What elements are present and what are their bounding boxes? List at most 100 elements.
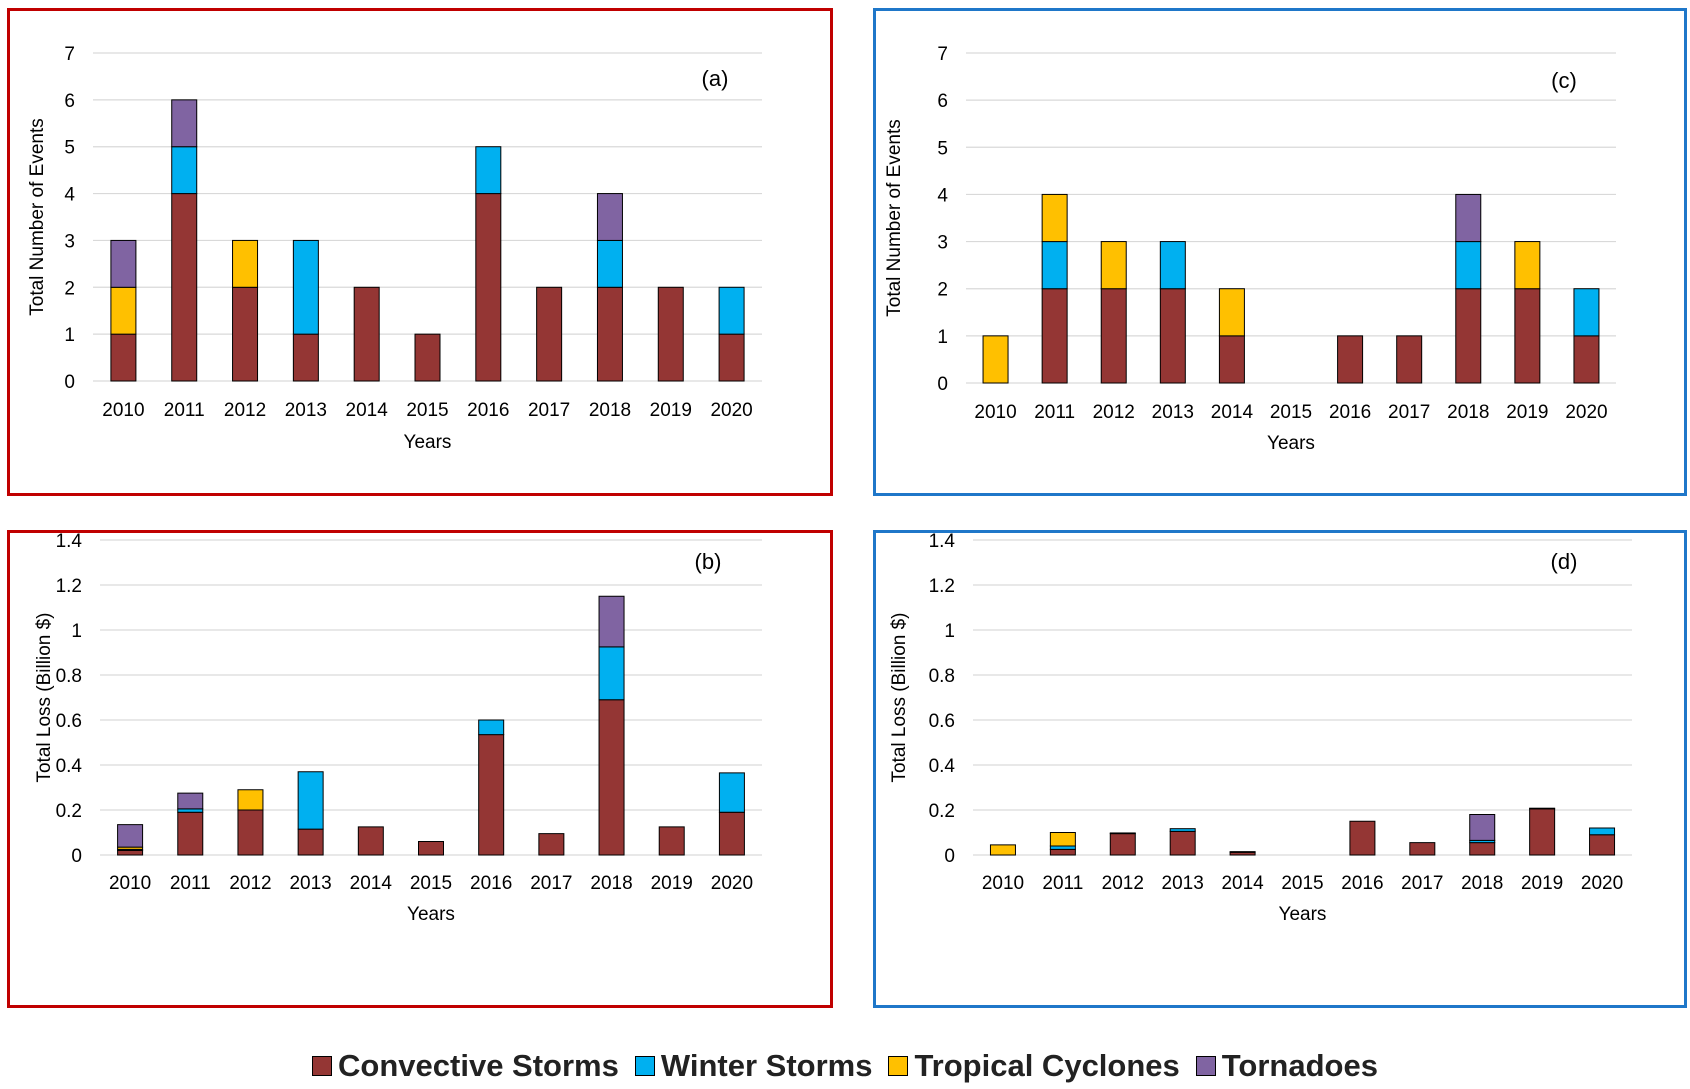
x-tick-label: 2010: [974, 402, 1016, 423]
bar-convective-2015: [414, 333, 441, 382]
x-axis-title: Years: [407, 904, 455, 925]
bar-convective-2017: [1409, 842, 1436, 856]
y-tick-label: 2: [64, 278, 75, 299]
x-tick-label: 2017: [1401, 873, 1443, 894]
legend-label: Tornadoes: [1221, 1048, 1378, 1083]
y-axis-title: Total Loss (Billion $): [889, 612, 910, 782]
y-tick-label: 1.4: [56, 533, 83, 552]
bar-winter-2020: [1589, 827, 1616, 836]
chart-panel-a: 0 1 2 3 4 5 6 7 2010 2011 2012 2013 2014 2015 2016 2017…: [7, 8, 833, 496]
x-tick-label: 2011: [1042, 873, 1083, 894]
bar-convective-2014: [357, 826, 384, 856]
x-tick-label: 2016: [1329, 402, 1371, 423]
x-tick-label: 2010: [982, 873, 1024, 894]
legend-swatch-convective: [312, 1056, 333, 1076]
bar-convective-2020: [718, 333, 745, 382]
legend-label: Convective Storms: [338, 1048, 619, 1083]
chart-d-svg: 0 0.2 0.4 0.6 0.8 1 1.2 1.4 2010 2011 2012 2013 2014…: [889, 533, 1632, 925]
x-tick-label: 2011: [164, 400, 205, 421]
x-tick-label: 2015: [1270, 402, 1312, 423]
chart-b-svg: 0 0.2 0.4 0.6 0.8 1 1.2 1.4 2010 2011 2012 2013 2014…: [34, 533, 762, 925]
legend-item-tornadoes: Tornadoes: [1195, 1048, 1378, 1084]
bar-tornado-2011: [171, 99, 198, 148]
bar-convective-2016: [1349, 820, 1376, 856]
bar-convective-2010: [117, 850, 144, 856]
x-tick-label: 2018: [590, 873, 632, 894]
bar-winter-2013: [297, 771, 324, 830]
bar-convective-2017: [1396, 335, 1423, 384]
bar-convective-2017: [538, 833, 565, 856]
bar-winter-2014: [1229, 851, 1256, 853]
y-tick-label: 0.4: [929, 756, 956, 777]
bar-convective-2020: [1589, 834, 1616, 856]
bar-tropical-2011: [1049, 832, 1076, 847]
bar-winter-2018: [598, 646, 625, 701]
bar-tropical-2019: [1514, 241, 1541, 290]
x-tick-label: 2013: [285, 400, 327, 421]
bar-tornado-2010: [110, 239, 137, 288]
bar-winter-2012: [1109, 832, 1136, 835]
bar-convective-2018: [1469, 842, 1496, 856]
x-axis-title: Years: [1279, 904, 1327, 925]
bar-winter-2019: [1529, 807, 1556, 810]
x-tick-label: 2010: [102, 400, 144, 421]
x-tick-label: 2013: [1152, 402, 1194, 423]
bar-convective-2012: [1109, 833, 1136, 856]
bar-winter-2013: [1169, 828, 1196, 832]
x-tick-label: 2020: [1565, 402, 1607, 423]
x-tick-label: 2015: [1281, 873, 1323, 894]
y-tick-label: 0.6: [929, 711, 955, 732]
y-tick-label: 1.2: [929, 576, 955, 597]
y-tick-label: 5: [64, 138, 75, 159]
bar-convective-2011: [171, 193, 198, 382]
x-tick-label: 2012: [1102, 873, 1144, 894]
bar-tropical-2010: [110, 286, 137, 335]
bar-convective-2012: [237, 809, 264, 856]
y-axis-title: Total Number of Events: [27, 118, 48, 315]
bar-convective-2018: [596, 286, 623, 382]
bar-convective-2011: [1049, 848, 1076, 856]
y-axis-title: Total Number of Events: [884, 119, 905, 316]
x-tick-label: 2016: [467, 400, 509, 421]
bar-tornado-2018: [1455, 193, 1482, 243]
bar-winter-2016: [478, 719, 505, 736]
bar-convective-2014: [353, 286, 380, 382]
bar-tropical-2014: [1218, 288, 1245, 337]
x-axis-title: Years: [404, 432, 452, 453]
x-tick-label: 2020: [1581, 873, 1623, 894]
y-tick-label: 0: [71, 846, 82, 867]
bar-convective-2019: [657, 286, 684, 382]
bar-winter-2013: [292, 239, 319, 335]
x-tick-label: 2013: [289, 873, 331, 894]
bar-convective-2011: [177, 811, 204, 856]
x-tick-label: 2014: [346, 400, 389, 421]
legend-item-convective-storms: Convective Storms: [312, 1048, 619, 1084]
bar-convective-2017: [536, 286, 563, 382]
y-tick-label: 0.2: [56, 801, 82, 822]
x-tick-label: 2020: [711, 873, 753, 894]
chart-panel-c: 0 1 2 3 4 5 6 7 2010 2011 2012 2013 2014 2015 2016 2017…: [873, 8, 1687, 496]
y-tick-label: 0.8: [56, 666, 82, 687]
bar-winter-2020: [718, 772, 745, 813]
bar-winter-2018: [1455, 241, 1482, 290]
bar-winter-2013: [1159, 241, 1186, 290]
y-tick-label: 0: [937, 374, 948, 395]
y-tick-label: 0: [944, 846, 955, 867]
bar-winter-2020: [718, 286, 745, 335]
y-tick-label: 6: [64, 91, 75, 112]
y-tick-label: 1: [71, 621, 82, 642]
y-tick-label: 1: [937, 327, 948, 348]
x-tick-label: 2012: [229, 873, 271, 894]
x-axis-title: Years: [1267, 433, 1315, 454]
x-tick-label: 2011: [1034, 402, 1075, 423]
bar-convective-2019: [658, 826, 685, 856]
panel-label: (d): [1551, 549, 1578, 574]
bar-tropical-2011: [1041, 193, 1068, 243]
x-tick-label: 2016: [470, 873, 512, 894]
bar-winter-2011: [1049, 845, 1076, 850]
bar-winter-2018: [596, 239, 623, 288]
y-tick-label: 7: [64, 44, 75, 65]
y-tick-label: 3: [937, 233, 948, 254]
y-tick-label: 4: [937, 185, 948, 206]
x-tick-label: 2019: [1506, 402, 1548, 423]
